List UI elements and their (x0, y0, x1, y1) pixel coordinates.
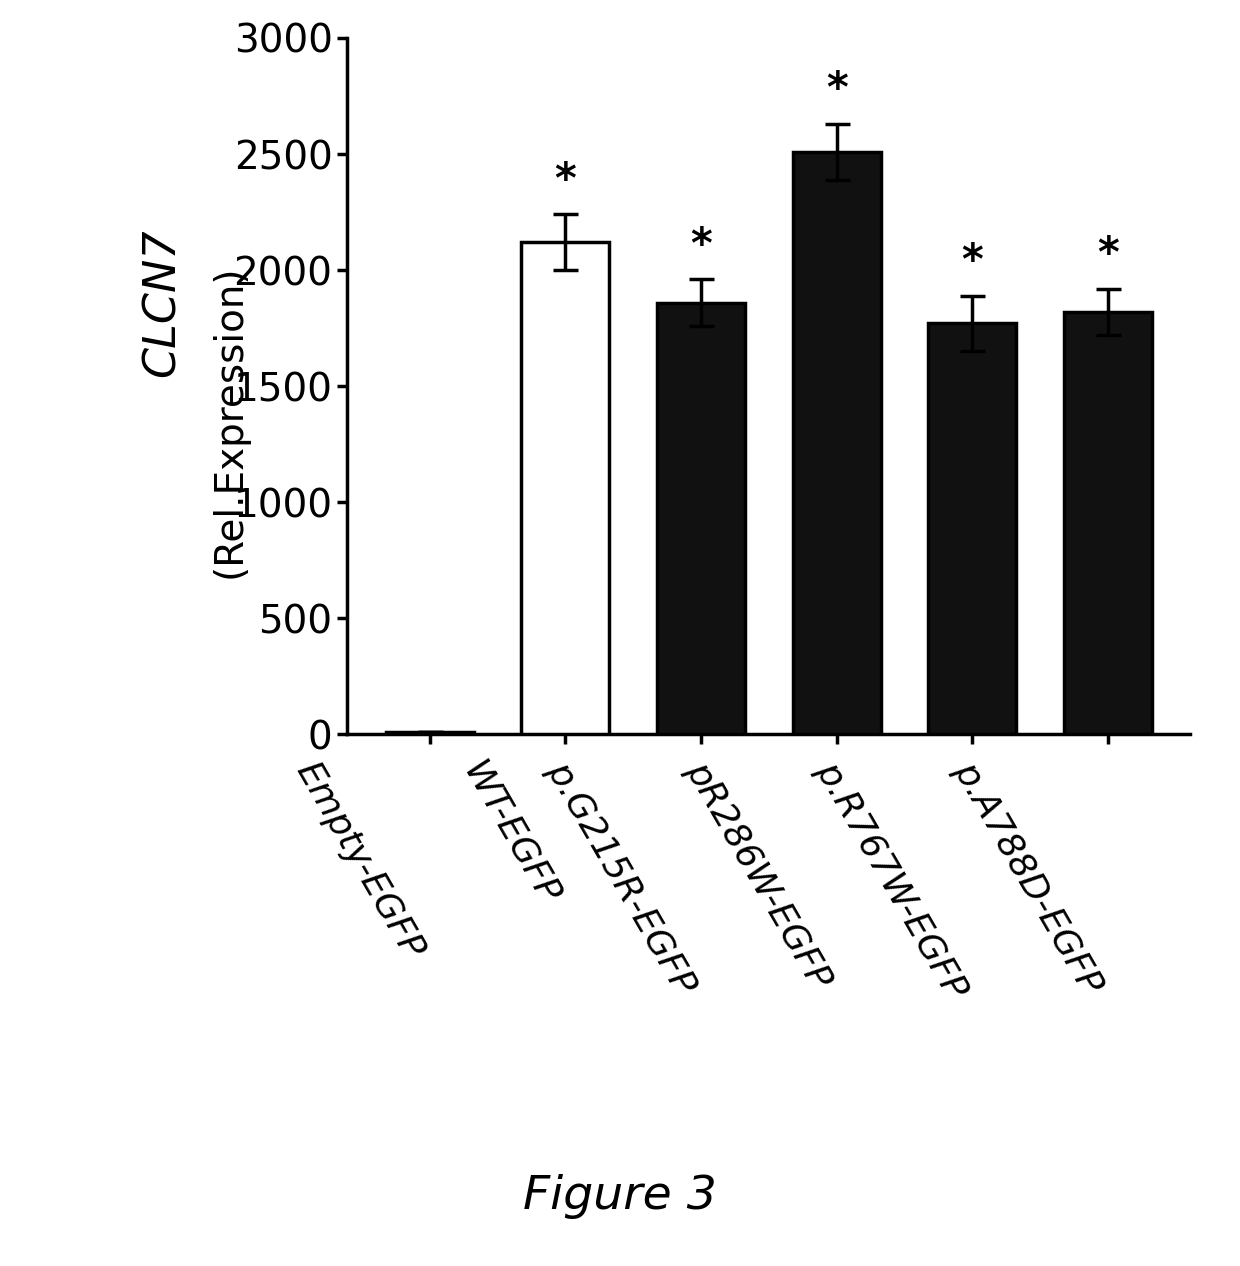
Bar (386, 732, 474, 734)
Text: *: * (691, 224, 712, 267)
Bar (657, 303, 745, 734)
Text: p.A788D-EGFP: p.A788D-EGFP (947, 756, 1109, 1000)
Bar (929, 323, 1017, 734)
Bar (521, 242, 609, 734)
Text: (Rel.Expression): (Rel.Expression) (210, 265, 248, 577)
Text: CLCN7: CLCN7 (140, 228, 184, 377)
Text: p.G215R-EGFP: p.G215R-EGFP (541, 756, 701, 1001)
Text: *: * (554, 160, 577, 201)
Bar (1064, 311, 1152, 734)
Text: *: * (1097, 234, 1118, 276)
Text: *: * (961, 241, 983, 282)
Bar (792, 152, 880, 734)
Text: *: * (826, 70, 847, 111)
Text: WT-EGFP: WT-EGFP (456, 756, 565, 912)
Text: p.R767W-EGFP: p.R767W-EGFP (808, 756, 972, 1005)
Text: pR286W-EGFP: pR286W-EGFP (680, 756, 837, 995)
Text: Empty-EGFP: Empty-EGFP (289, 756, 429, 965)
Text: Figure 3: Figure 3 (523, 1174, 717, 1219)
